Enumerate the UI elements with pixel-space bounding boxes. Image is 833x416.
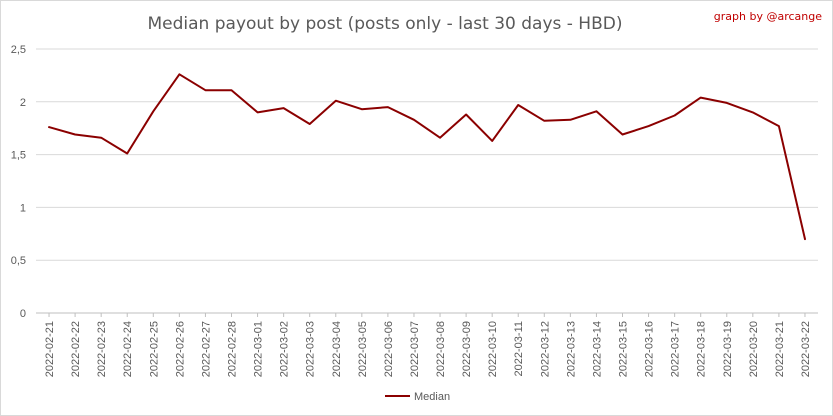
- gridlines: [36, 48, 818, 314]
- y-tick-label: 1: [20, 202, 26, 214]
- x-tick-label: 2022-03-04: [331, 321, 343, 377]
- x-tick-label: 2022-02-28: [227, 321, 239, 377]
- x-tick-label: 2022-03-09: [461, 321, 473, 377]
- x-tick-label: 2022-02-23: [96, 321, 108, 377]
- x-tick-label: 2022-03-13: [565, 321, 577, 377]
- legend-label: Median: [414, 391, 450, 403]
- x-tick-label: 2022-02-21: [44, 321, 56, 377]
- x-tick-label: 2022-03-07: [409, 321, 421, 377]
- x-tick-label: 2022-03-22: [800, 321, 812, 377]
- series-layer: [48, 73, 806, 241]
- series-line-median: [48, 73, 806, 241]
- x-tick-label: 2022-02-24: [122, 321, 134, 377]
- y-tick-label: 0,5: [11, 255, 26, 267]
- x-tick-label: 2022-03-20: [748, 321, 760, 377]
- x-tick-label: 2022-03-18: [696, 321, 708, 377]
- x-tick-label: 2022-03-16: [644, 321, 656, 377]
- y-tick-label: 2: [20, 97, 26, 109]
- chart-title: Median payout by post (posts only - last…: [148, 14, 623, 34]
- x-tick-label: 2022-02-22: [70, 321, 82, 377]
- y-axis-ticks: 0 0,5 1 1,5 2 2,5: [11, 44, 26, 320]
- x-tick-label: 2022-03-03: [305, 321, 317, 377]
- x-tick-label: 2022-03-01: [253, 321, 265, 377]
- x-tick-label: 2022-03-15: [618, 321, 630, 377]
- y-tick-label: 0: [20, 308, 26, 320]
- x-axis-ticks: 2022-02-21 2022-02-22 2022-02-23 2022-02-24…: [44, 313, 812, 377]
- x-tick-label: 2022-03-11: [513, 321, 525, 376]
- x-tick-label: 2022-03-10: [487, 321, 499, 377]
- y-tick-label: 1,5: [11, 150, 26, 162]
- x-tick-label: 2022-03-14: [591, 321, 603, 377]
- x-tick-label: 2022-02-27: [200, 321, 212, 377]
- x-tick-label: 2022-03-21: [774, 321, 786, 377]
- x-tick-label: 2022-03-08: [435, 321, 447, 377]
- x-tick-label: 2022-03-19: [722, 321, 734, 377]
- x-tick-label: 2022-03-17: [670, 321, 682, 377]
- x-tick-label: 2022-03-02: [279, 321, 291, 377]
- x-tick-label: 2022-02-26: [174, 321, 186, 377]
- legend: Median: [385, 391, 450, 403]
- watermark-text: graph by @arcange: [714, 10, 822, 23]
- y-tick-label: 2,5: [11, 44, 26, 56]
- x-tick-label: 2022-02-25: [148, 321, 160, 377]
- x-tick-label: 2022-03-06: [383, 321, 395, 377]
- x-tick-label: 2022-03-12: [539, 321, 551, 377]
- x-tick-label: 2022-03-05: [357, 321, 369, 377]
